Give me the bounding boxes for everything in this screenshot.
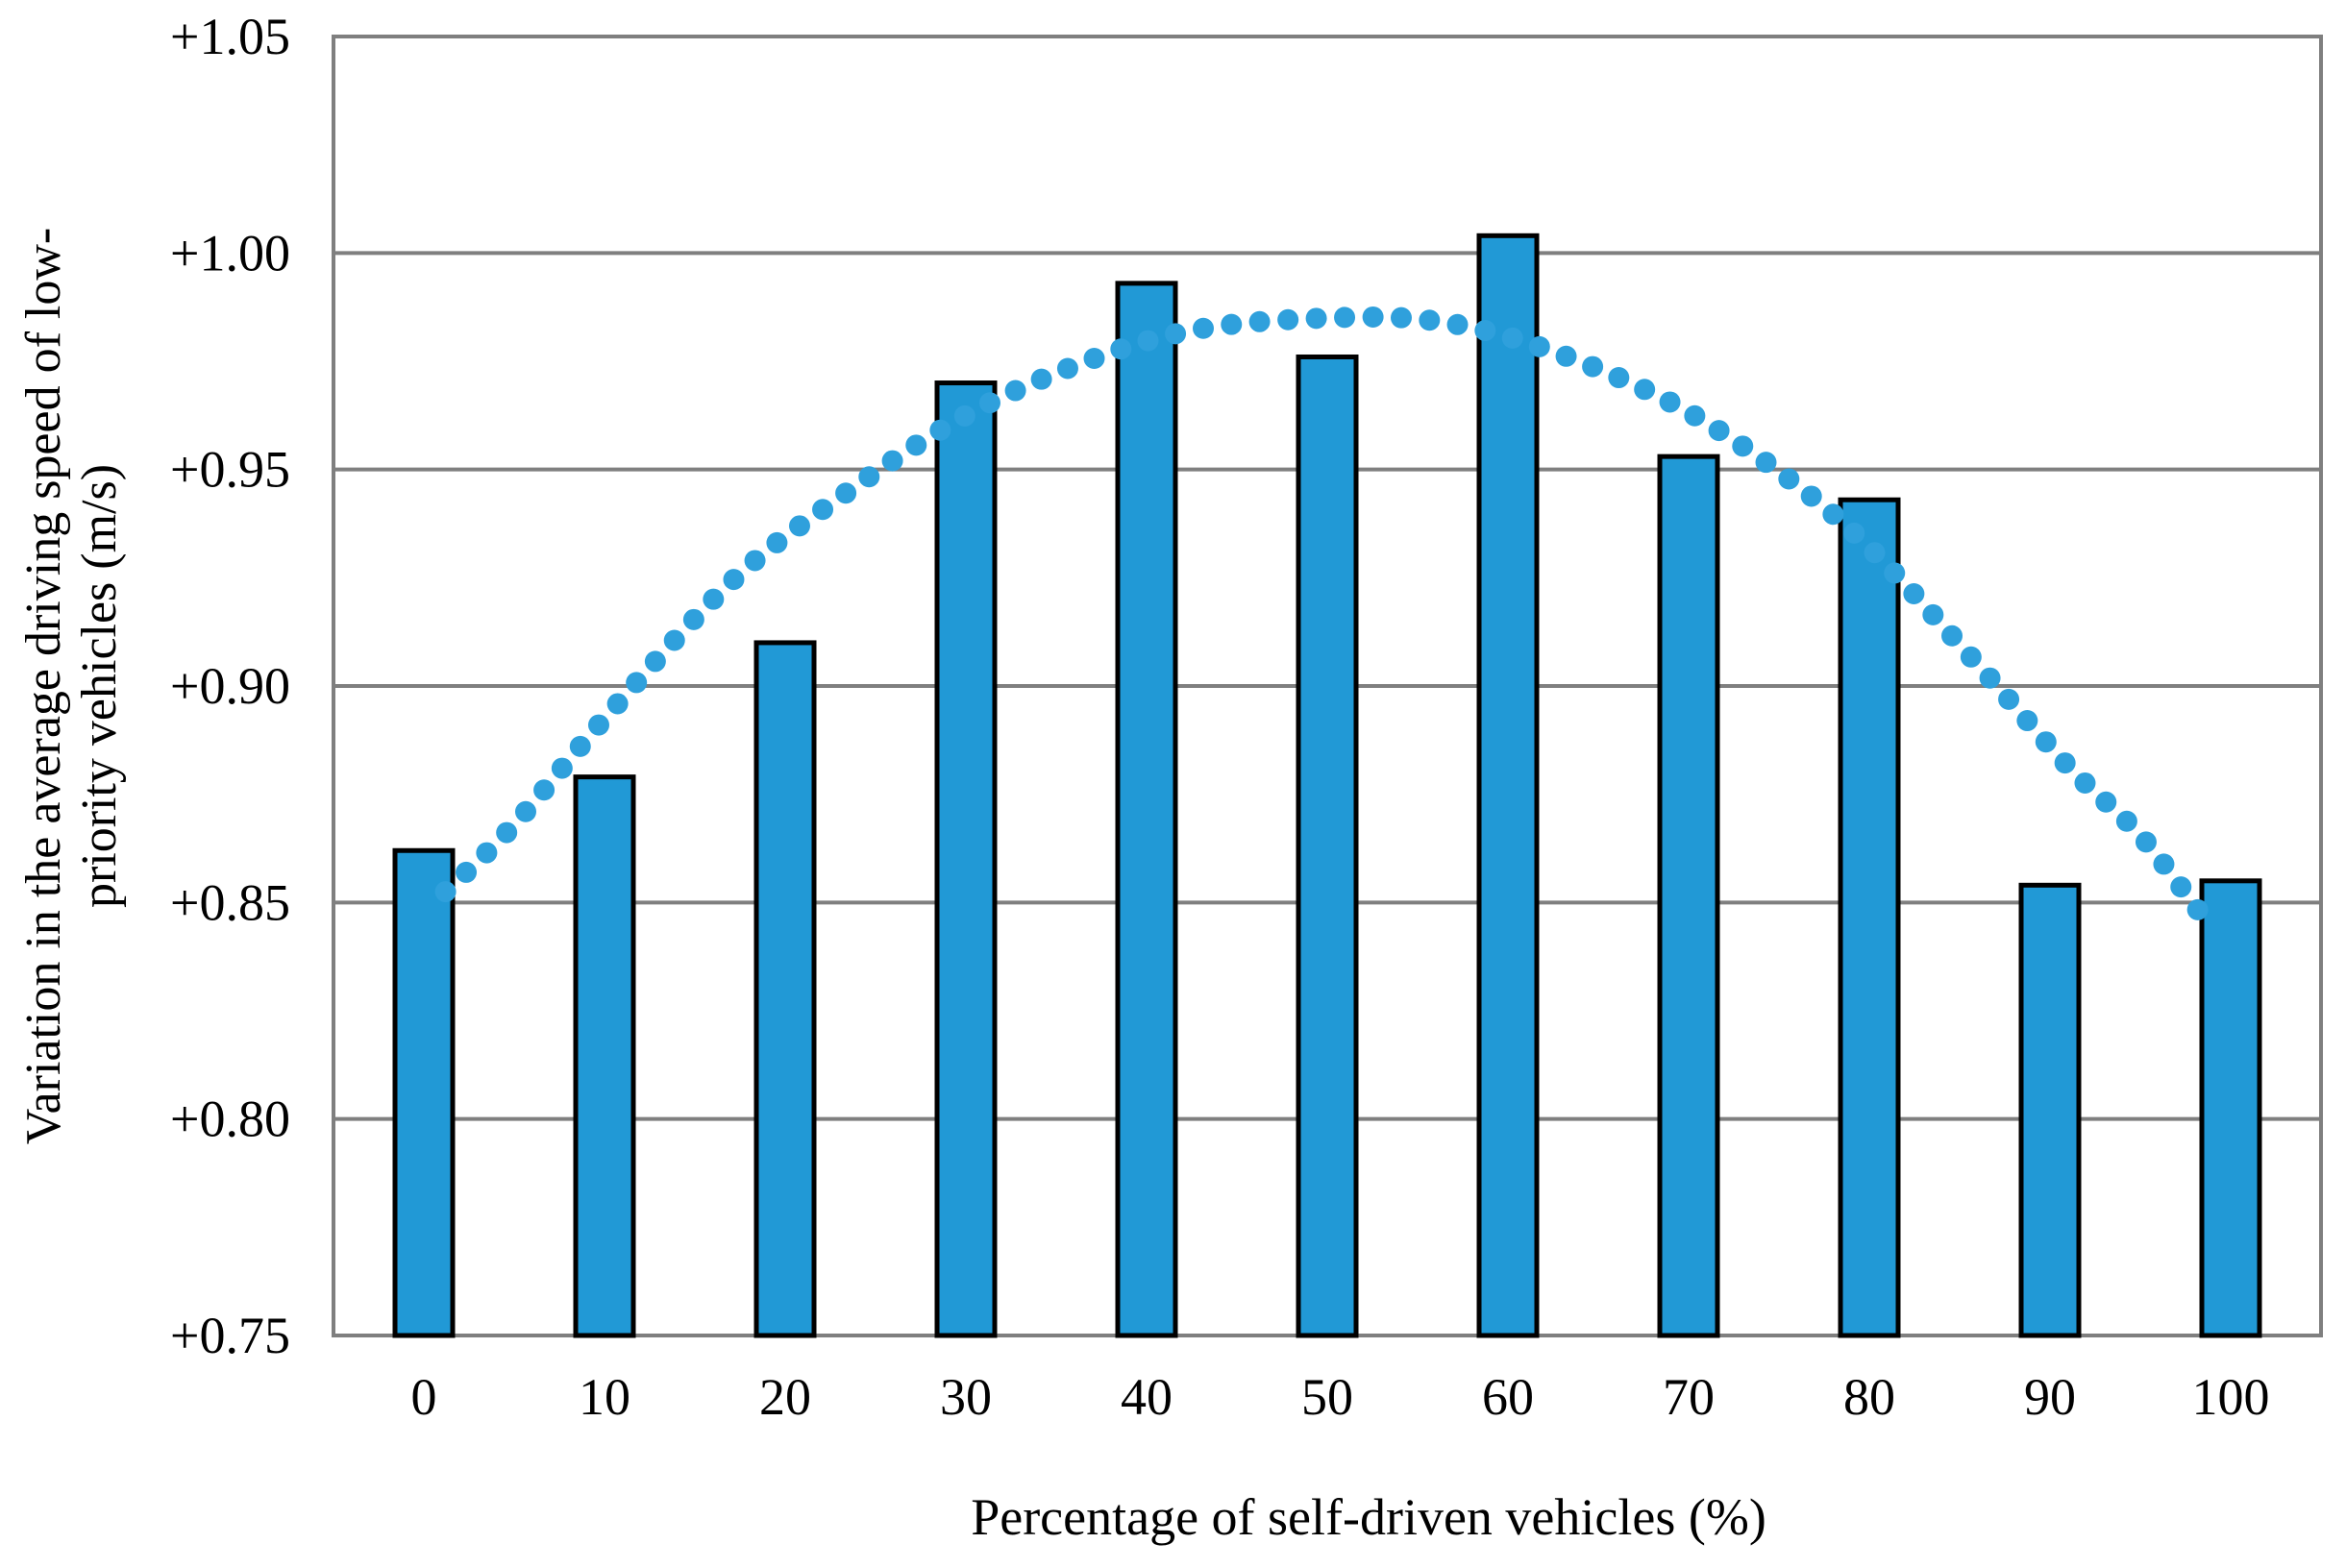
x-tick-label-30: 30 <box>940 1368 992 1426</box>
bar-90 <box>2018 882 2082 1338</box>
bar-80 <box>1838 497 1901 1338</box>
y-tick-label-+0.85: +0.85 <box>170 873 290 931</box>
x-tick-label-70: 70 <box>1663 1368 1715 1426</box>
x-tick-label-100: 100 <box>2192 1368 2270 1426</box>
bar-30 <box>934 380 998 1338</box>
chart-plot-area: +0.75 +0.80 +0.85 +0.90 +0.95 +1.00 +1.05 0 10 20… <box>170 8 2323 1426</box>
bar-50 <box>1296 354 1359 1338</box>
x-tick-label-80: 80 <box>1843 1368 1895 1426</box>
y-tick-label-+0.80: +0.80 <box>170 1090 290 1148</box>
x-tick-label-40: 40 <box>1121 1368 1173 1426</box>
bar-40 <box>1115 281 1178 1338</box>
bar-70 <box>1657 453 1720 1338</box>
x-tick-label-90: 90 <box>2024 1368 2076 1426</box>
bar-20 <box>753 640 817 1338</box>
x-tick-label-20: 20 <box>759 1368 811 1426</box>
y-axis-title-line1: Variation in the average driving speed o… <box>16 228 71 1144</box>
y-tick-label-+0.95: +0.95 <box>170 441 290 499</box>
x-tick-label-0: 0 <box>411 1368 437 1426</box>
trendline-dotted <box>434 306 2214 929</box>
bar-100 <box>2199 878 2262 1338</box>
x-tick-label-50: 50 <box>1301 1368 1353 1426</box>
y-tick-label-+0.75: +0.75 <box>170 1307 290 1364</box>
y-tick-label-+1.00: +1.00 <box>170 224 290 282</box>
bar-0 <box>392 847 456 1338</box>
y-tick-label-+1.05: +1.05 <box>170 8 290 65</box>
bar-10 <box>573 774 636 1338</box>
y-tick-label-+0.90: +0.90 <box>170 657 290 715</box>
x-axis-title: Percentage of self-driven vehicles (%) <box>971 1488 1766 1546</box>
y-axis-title-line2: priority vehicles (m/s) <box>72 464 127 908</box>
x-tick-label-10: 10 <box>579 1368 630 1426</box>
x-tick-label-60: 60 <box>1482 1368 1534 1426</box>
bar-60 <box>1476 233 1540 1338</box>
